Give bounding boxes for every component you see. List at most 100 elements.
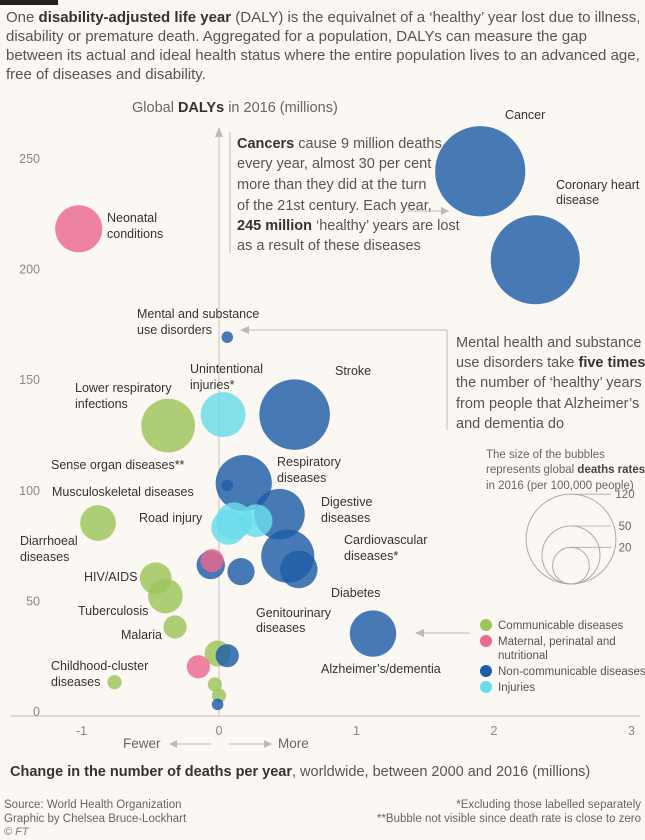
label-cardiovascular-diseases: Cardiovascular diseases* <box>344 533 427 563</box>
svg-text:in 2016 (per 100,000 people): in 2016 (per 100,000 people) <box>486 480 634 492</box>
source-credit: Source: World Health Organization Graphic… <box>4 799 187 825</box>
daly-term: disability-adjusted life year <box>38 9 232 26</box>
legend: Communicable diseases Maternal, perinatal… <box>480 619 645 694</box>
label-alzheimer-s-dementia: Alzheimer’s/dementia <box>321 662 441 676</box>
svg-text:of the 21st century. Each year: of the 21st century. Each year, <box>237 198 432 214</box>
legend-label-communicable: Communicable diseases <box>498 620 624 632</box>
svg-text:and dementia do: and dementia do <box>456 416 564 432</box>
bubble-respiratory-diseases <box>215 455 272 512</box>
svg-text:from people that Alzheimer’s: from people that Alzheimer’s <box>456 396 639 412</box>
svg-text:as a result of these diseases: as a result of these diseases <box>237 238 421 254</box>
fewer-label: Fewer <box>123 736 161 751</box>
legend-label-maternal: Maternal, perinatal and nutritional <box>498 636 616 662</box>
legend-label-noncommunicable: Non-communicable diseases <box>498 666 645 678</box>
y-tick-label: 150 <box>19 373 40 387</box>
fewer-arrow-icon <box>169 740 177 748</box>
y-axis-title: Global DALYs in 2016 (millions) <box>132 100 338 116</box>
svg-text:the number of ‘healthy’ years: the number of ‘healthy’ years <box>456 375 642 391</box>
mental-pointer-arrow <box>240 326 249 334</box>
x-tick-label: 0 <box>216 724 223 738</box>
bubble-unlabelled <box>211 698 224 711</box>
label-respiratory-diseases: Respiratory diseases <box>277 455 342 485</box>
y-tick-label: 250 <box>19 152 40 166</box>
bubble-neonatal-conditions <box>55 205 103 253</box>
legend-label-injuries: Injuries <box>498 682 535 694</box>
legend-swatch-communicable <box>480 619 492 631</box>
y-tick-label: 100 <box>19 484 40 498</box>
bubble-mental-and-substance-use-disorders <box>221 331 234 343</box>
x-tick-label: -1 <box>76 724 87 738</box>
label-lower-respiratory-infections: Lower respiratory infections <box>75 381 172 411</box>
svg-text:Cancers cause 9 million deaths: Cancers cause 9 million deaths <box>237 136 442 152</box>
size-key-value: 50 <box>619 521 632 533</box>
label-hiv-aids: HIV/AIDS <box>84 570 138 584</box>
x-tick-label: 3 <box>628 724 635 738</box>
svg-text:every year, almost 30 per cent: every year, almost 30 per cent <box>237 156 431 172</box>
ft-copyright: © FT <box>4 826 29 838</box>
svg-text:245 million ‘healthy’ years ar: 245 million ‘healthy’ years are lost <box>237 218 460 234</box>
y-tick-label: 200 <box>19 263 40 277</box>
size-key-circle <box>541 525 601 585</box>
cancer-annotation: Cancers cause 9 million deaths every yea… <box>229 132 460 254</box>
label-stroke: Stroke <box>335 364 371 378</box>
label-digestive-diseases: Digestive diseases <box>321 495 372 525</box>
bubble-alzheimer-s-dementia <box>349 610 397 657</box>
label-cancer: Cancer <box>505 108 545 122</box>
bubble-unlabelled <box>207 677 222 692</box>
label-diarrhoeal-diseases: Diarrhoeal diseases <box>20 534 78 564</box>
bubble-unlabelled <box>239 504 273 538</box>
bubble-unintentional-injuries <box>200 392 246 438</box>
x-axis-caption: Change in the number of deaths per year,… <box>10 764 591 780</box>
label-childhood-cluster-diseases: Childhood-cluster diseases <box>51 659 148 689</box>
y-axis-arrow <box>215 127 223 137</box>
size-key: The size of the bubbles represents globa… <box>486 449 645 585</box>
bubble-unlabelled <box>215 644 239 668</box>
mental-health-annotation: Mental health and substance use disorder… <box>240 326 645 432</box>
bubble-labels-group: Cancer Coronary heart disease Neonatal condi… <box>20 108 640 689</box>
label-genitourinary-diseases: Genitourinary diseases <box>256 606 332 635</box>
label-coronary-heart-disease: Coronary heart disease <box>556 178 640 207</box>
bubble-childhood-cluster-diseases <box>107 675 122 690</box>
size-key-circle <box>552 546 590 585</box>
legend-swatch-noncommunicable <box>480 665 492 677</box>
svg-text:The size of the bubbles: The size of the bubbles <box>486 449 605 461</box>
bubble-road-injury <box>211 510 247 545</box>
legend-swatch-maternal <box>480 635 492 647</box>
label-diabetes: Diabetes <box>331 586 380 600</box>
size-key-value: 120 <box>615 489 634 501</box>
svg-text:represents global deaths rates: represents global deaths rates <box>486 464 645 476</box>
label-neonatal-conditions: Neonatal conditions <box>107 211 163 241</box>
bubble-cancer <box>435 126 526 217</box>
more-arrow-icon <box>264 740 272 748</box>
bubble-malaria <box>163 615 187 639</box>
size-key-value: 20 <box>619 542 632 554</box>
x-tick-label: 2 <box>491 724 498 738</box>
top-accent-bar <box>0 0 58 5</box>
bubble-stroke <box>259 379 330 450</box>
direction-markers: Fewer More <box>123 736 309 751</box>
bubble-coronary-heart-disease <box>490 215 580 305</box>
x-tick-label: 1 <box>353 724 360 738</box>
cancer-pointer-arrow <box>441 207 449 215</box>
label-malaria: Malaria <box>121 628 162 642</box>
size-key-circle <box>525 493 617 585</box>
bubble-diarrhoeal-diseases <box>80 505 116 541</box>
alzheimer-pointer-arrow <box>415 629 424 637</box>
label-tuberculosis: Tuberculosis <box>78 604 148 618</box>
bubble-diabetes <box>279 550 318 589</box>
y-tick-label: 0 <box>33 705 40 719</box>
intro-paragraph: One disability-adjusted life year (DALY)… <box>6 9 641 83</box>
label-sense-organ-diseases: Sense organ diseases** <box>51 458 185 472</box>
y-tick-label: 50 <box>26 594 40 608</box>
bubble-lower-respiratory-infections <box>141 398 196 453</box>
svg-text:Mental health and substance: Mental health and substance <box>456 335 641 351</box>
svg-text:use disorders take five times: use disorders take five times <box>456 355 645 371</box>
label-mental-and-substance-use-disorders: Mental and substance use disorders <box>137 307 259 337</box>
label-musculoskeletal-diseases: Musculoskeletal diseases <box>52 485 194 499</box>
footnotes: *Excluding those labelled separately **Bu… <box>376 799 641 825</box>
bubble-unlabelled <box>200 548 224 573</box>
more-label: More <box>278 736 309 751</box>
bubbles-group <box>55 126 580 711</box>
legend-swatch-injuries <box>480 681 492 693</box>
